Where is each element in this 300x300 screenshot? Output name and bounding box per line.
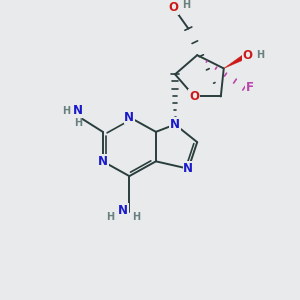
- Text: N: N: [183, 162, 194, 175]
- Polygon shape: [224, 52, 249, 68]
- Text: O: O: [189, 90, 199, 103]
- Text: N: N: [124, 111, 134, 124]
- Text: H: H: [182, 0, 190, 10]
- Text: N: N: [118, 203, 128, 217]
- Text: H: H: [106, 212, 114, 222]
- Text: N: N: [98, 155, 108, 168]
- Text: H: H: [132, 212, 140, 222]
- Text: H: H: [74, 118, 82, 128]
- Text: H: H: [256, 50, 264, 60]
- Text: N: N: [73, 104, 83, 117]
- Text: F: F: [246, 81, 254, 94]
- Text: N: N: [170, 118, 180, 131]
- Text: H: H: [62, 106, 70, 116]
- Text: O: O: [242, 49, 252, 62]
- Text: O: O: [169, 2, 178, 14]
